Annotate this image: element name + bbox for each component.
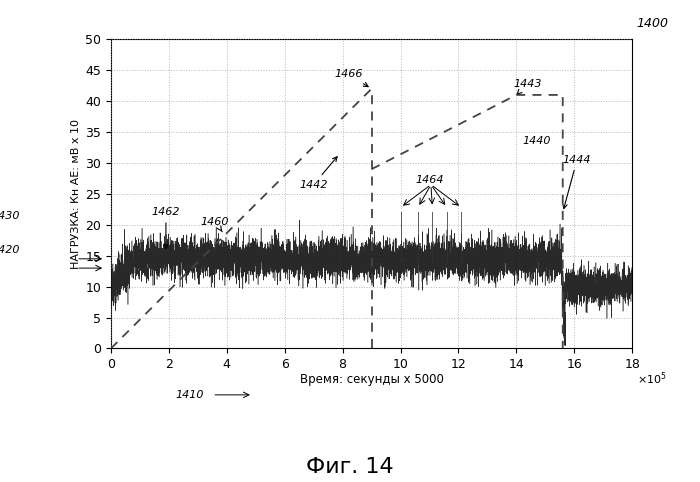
Text: 1440: 1440 bbox=[522, 136, 551, 147]
Text: $\times10^5$: $\times10^5$ bbox=[638, 370, 667, 387]
Text: 1430: 1430 bbox=[0, 211, 20, 221]
Text: 1444: 1444 bbox=[563, 155, 592, 209]
Text: 1420: 1420 bbox=[0, 245, 20, 255]
Text: 1464: 1464 bbox=[415, 174, 444, 185]
Text: 1462: 1462 bbox=[152, 207, 180, 249]
Text: 1400: 1400 bbox=[636, 17, 668, 30]
Text: 1466: 1466 bbox=[334, 69, 368, 87]
Text: 1460: 1460 bbox=[201, 217, 230, 232]
Text: Фиг. 14: Фиг. 14 bbox=[306, 457, 394, 477]
Text: 1442: 1442 bbox=[300, 157, 337, 189]
X-axis label: Время: секунды x 5000: Время: секунды x 5000 bbox=[300, 373, 444, 386]
Text: 1410: 1410 bbox=[175, 390, 204, 400]
Text: 1443: 1443 bbox=[514, 79, 542, 94]
Y-axis label: НАГРУЗКА: Кн АЕ: мВ х 10: НАГРУЗКА: Кн АЕ: мВ х 10 bbox=[71, 119, 81, 269]
